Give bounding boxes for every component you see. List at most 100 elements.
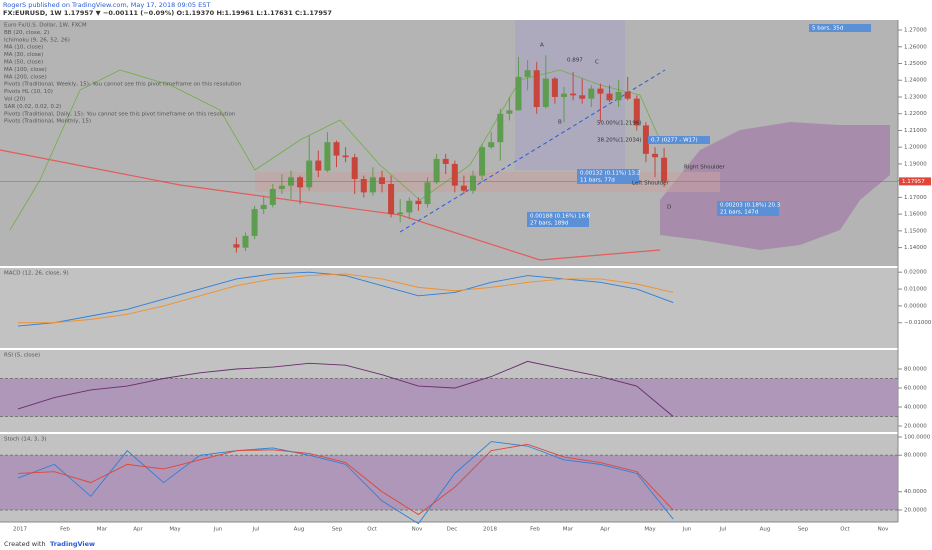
x-tick-label: Apr	[133, 527, 143, 533]
candle-body	[524, 70, 531, 77]
y-tick-label: 1.23000	[904, 94, 927, 100]
y-tick-label: 1.24000	[904, 78, 927, 84]
y-tick-label: 0.02000	[904, 270, 927, 276]
y-tick-label: 20.0000	[904, 424, 927, 430]
x-tick-label: Jun	[213, 527, 223, 533]
annotation: 38.20%(1.2034)	[597, 138, 642, 144]
y-tick-label: 1.17000	[904, 195, 927, 201]
x-tick-label: Sep	[332, 527, 343, 533]
y-tick-label: −0.01000	[904, 320, 932, 326]
candle-body	[542, 78, 549, 108]
annotation: 50.00%(1.2196)	[597, 121, 642, 127]
annotation: Left Shoulder	[632, 181, 669, 187]
last-price-label: 1.17957	[902, 179, 925, 185]
study-label: MA (30, close)	[4, 52, 43, 58]
annotation: B	[558, 120, 562, 126]
x-tick-label: Mar	[97, 527, 108, 533]
x-tick-label: Nov	[412, 527, 423, 533]
study-label: Vol (20)	[4, 97, 25, 103]
x-tick-label: Mar	[563, 527, 574, 533]
y-tick-label: 80.0000	[904, 453, 927, 459]
trend-line	[399, 69, 666, 233]
annotation: 0.00132 (0.11%) 13.2	[580, 171, 640, 177]
footer-text: Created with	[4, 540, 46, 548]
pane-band	[0, 455, 898, 510]
indicator-line	[17, 443, 674, 516]
candle-body	[579, 95, 586, 99]
x-tick-label: 2017	[13, 527, 27, 533]
y-tick-label: 100.0000	[904, 435, 931, 441]
x-tick-label: Nov	[878, 527, 889, 533]
annotation: C	[595, 60, 599, 66]
study-label: SAR (0.02, 0.02, 0.2)	[4, 104, 61, 110]
candle-body	[570, 93, 577, 96]
y-tick-label: 40.0000	[904, 489, 927, 495]
x-tick-label: Feb	[60, 527, 70, 533]
study-label: Pivots (Traditional, Daily, 15): You can…	[4, 111, 236, 117]
candle-body	[642, 125, 649, 154]
candle-body	[388, 184, 395, 215]
pane-title: MACD (12, 26, close, 9)	[4, 271, 69, 277]
candle-body	[379, 177, 385, 184]
x-tick-label: Oct	[367, 527, 377, 533]
pane-band	[0, 378, 898, 417]
x-tick-label: Sep	[798, 527, 809, 533]
candle-body	[269, 189, 276, 205]
study-label: Pivots (Traditional, Monthly, 15)	[4, 119, 91, 125]
annotation: 5 bars, 35d	[812, 26, 843, 32]
annotation-box	[809, 24, 871, 32]
indicator-line	[18, 273, 674, 324]
candle-body	[652, 153, 658, 158]
candle-body	[369, 177, 376, 193]
candle-body	[333, 142, 340, 156]
annotation-box	[527, 219, 589, 227]
candle-body	[397, 212, 404, 215]
y-tick-label: 1.20000	[904, 145, 927, 151]
x-tick-label: Feb	[530, 527, 540, 533]
study-label: MA (200, close)	[4, 74, 47, 80]
annotation: Right Shoulder	[684, 165, 725, 171]
candle-body	[479, 147, 486, 176]
study-label: MA (50, close)	[4, 60, 43, 66]
study-label: Euro Fx/U.S. Dollar, 1W, FXCM	[4, 23, 87, 29]
annotation-box	[577, 169, 639, 177]
study-label: Pivots (Traditional, Weekly, 15): You ca…	[4, 82, 242, 88]
indicator-line	[17, 360, 674, 417]
candle-body	[488, 142, 495, 148]
y-tick-label: 1.25000	[904, 61, 927, 67]
annotation: 0.00188 (0.16%) 16.8	[530, 214, 591, 220]
annotation-box	[527, 212, 589, 220]
candle-body	[451, 163, 458, 186]
y-tick-label: 1.21000	[904, 128, 927, 134]
symbol: FX:EURUSD, 1W 1.17957 ▼ −0.00111 (−0.09%…	[3, 9, 332, 17]
y-tick-label: 1.22000	[904, 111, 927, 117]
x-tick-label: May	[169, 527, 181, 533]
annotation: 0.897	[567, 58, 583, 64]
study-label: Pivots HL (10, 10)	[4, 89, 53, 95]
candle-body	[606, 93, 613, 101]
candle-body	[324, 142, 331, 171]
candle-body	[233, 244, 240, 248]
candle-body	[251, 209, 258, 236]
pane-title: RSI (5, close)	[4, 353, 40, 359]
study-label: MA (100, close)	[4, 67, 47, 73]
candle-body	[460, 185, 467, 191]
macd-pane	[0, 268, 898, 348]
ichimoku-cloud	[660, 122, 890, 250]
study-label: BB (20, close, 2)	[4, 30, 49, 36]
candle-body	[506, 110, 513, 114]
x-tick-label: May	[644, 527, 656, 533]
annotation: 27 bars, 189d	[530, 221, 568, 227]
candle-body	[561, 93, 567, 97]
candle-body	[433, 158, 440, 183]
candle-body	[360, 178, 367, 193]
candle-body	[442, 158, 449, 164]
annotation-box	[648, 136, 710, 144]
candle-body	[533, 70, 540, 108]
annotation: 11 bars, 77d	[580, 178, 615, 184]
annotation-box	[577, 176, 639, 184]
candle-body	[588, 88, 595, 99]
x-tick-label: 2018	[483, 527, 497, 533]
candle-body	[351, 157, 358, 179]
